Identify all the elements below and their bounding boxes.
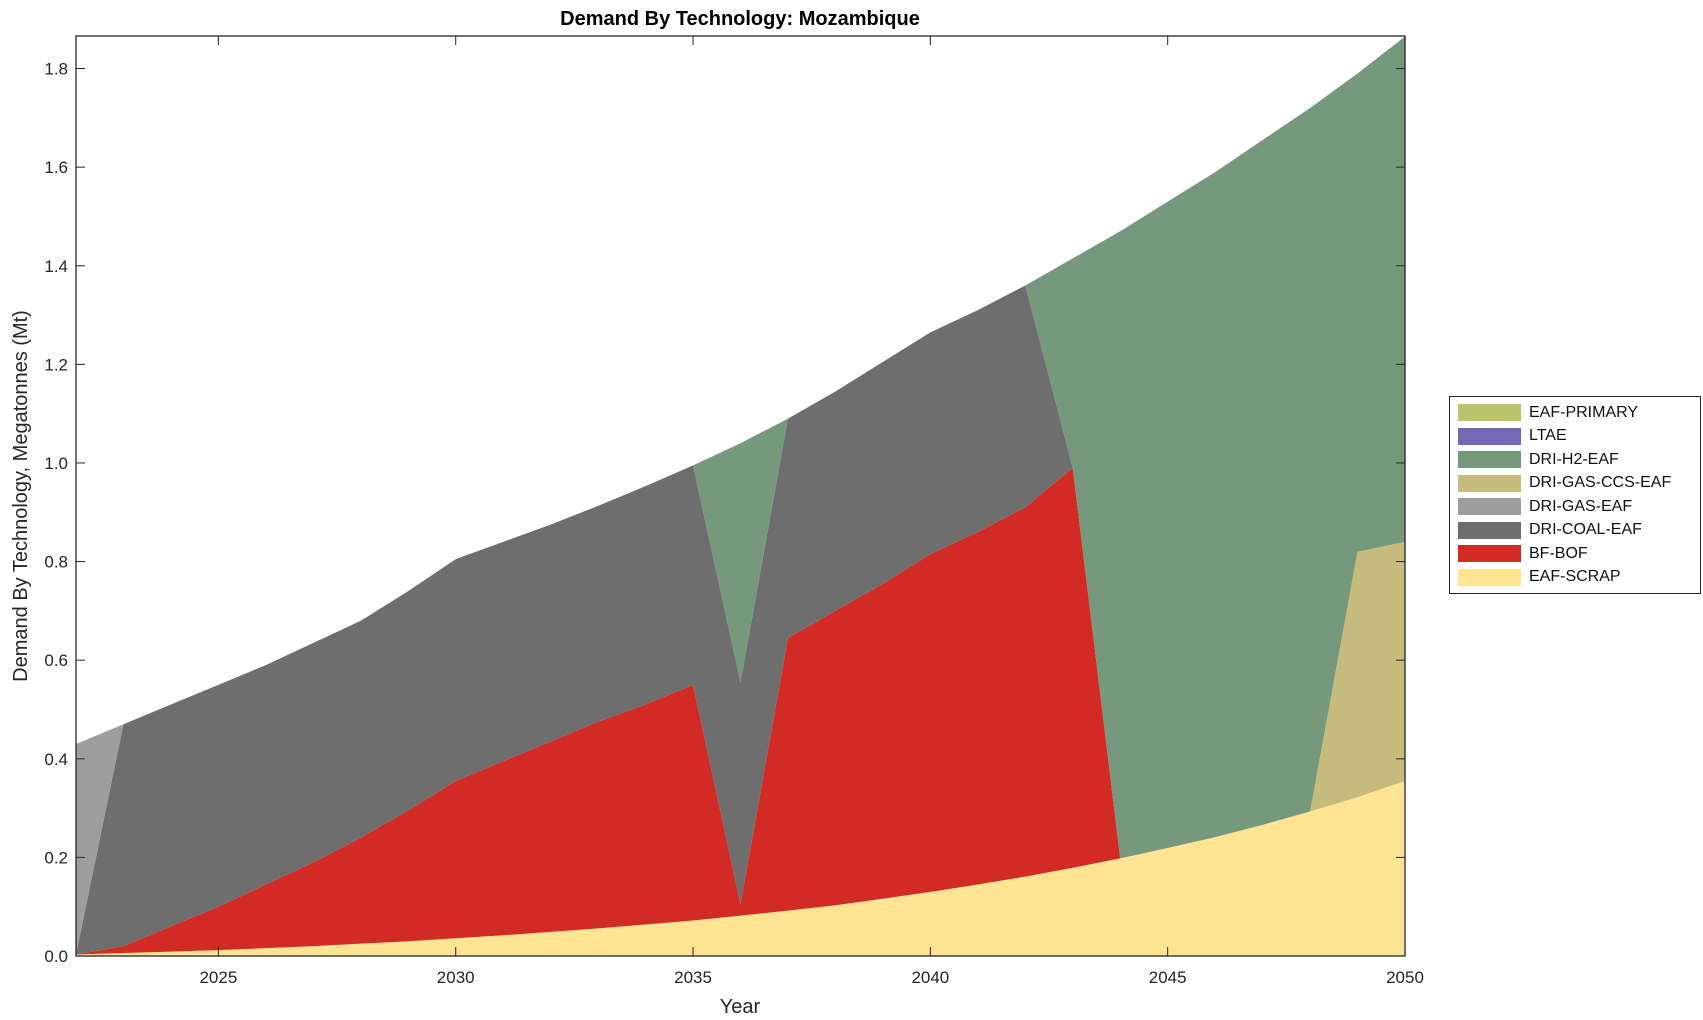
y-tick-label: 1.0 [44,454,68,473]
x-tick-label: 2030 [437,968,475,987]
x-tick-label: 2025 [199,968,237,987]
legend-swatch [1458,474,1521,492]
y-axis-label: Demand By Technology, Megatonnes (Mt) [10,310,32,682]
legend-swatch [1458,521,1521,539]
legend-swatch [1458,568,1521,586]
y-tick-label: 0.2 [44,848,68,867]
y-tick-label: 0.8 [44,553,68,572]
area-layer [76,36,1405,956]
y-tick-label: 1.4 [44,257,68,276]
y-tick-label: 1.6 [44,158,68,177]
x-tick-label: 2035 [674,968,712,987]
y-tick-label: 0.0 [44,947,68,966]
legend-label: LTAE [1529,427,1567,445]
legend-item-ltae: LTAE [1450,425,1700,449]
legend-item-dri-coal-eaf: DRI-COAL-EAF [1450,519,1700,543]
legend-item-dri-h2-eaf: DRI-H2-EAF [1450,448,1700,472]
chart-title: Demand By Technology: Mozambique [560,8,920,30]
legend-label: DRI-H2-EAF [1529,450,1619,468]
legend-label: DRI-GAS-CCS-EAF [1529,474,1672,492]
legend-item-dri-gas-eaf: DRI-GAS-EAF [1450,495,1700,519]
legend-swatch [1458,451,1521,469]
legend: EAF-PRIMARY LTAE DRI-H2-EAF DRI-GAS-CCS-EAF… [1449,396,1701,594]
legend-swatch [1458,427,1521,445]
legend-swatch [1458,404,1521,422]
legend-label: BF-BOF [1529,544,1588,562]
axes: 2025 2030 2035 2040 2045 2050 0.0 0.2 0.4 0.6 0.8 1… [44,35,1424,987]
area-eaf-scrap [76,780,1405,956]
area-bf-bof [76,467,1405,955]
area-dri-h2-eaf [76,36,1405,859]
legend-label: EAF-PRIMARY [1529,403,1639,421]
legend-item-eaf-scrap: EAF-SCRAP [1450,566,1700,590]
legend-label: EAF-SCRAP [1529,568,1621,586]
y-tick-label: 0.6 [44,651,68,670]
y-tick-label: 0.4 [44,750,68,769]
legend-item-dri-gas-ccs-eaf: DRI-GAS-CCS-EAF [1450,472,1700,496]
x-axis-label: Year [720,996,761,1018]
legend-swatch [1458,498,1521,516]
plot-frame [75,35,1406,957]
x-tick-label: 2040 [911,968,949,987]
x-tick-label: 2045 [1149,968,1187,987]
legend-label: DRI-COAL-EAF [1529,521,1642,539]
y-tick-label: 1.8 [44,60,68,79]
legend-item-eaf-primary: EAF-PRIMARY [1450,401,1700,425]
legend-swatch [1458,545,1521,563]
area-dri-coal-eaf [76,285,1405,955]
legend-label: DRI-GAS-EAF [1529,497,1633,515]
y-tick-label: 1.2 [44,355,68,374]
legend-item-bf-bof: BF-BOF [1450,542,1700,566]
x-tick-label: 2050 [1386,968,1424,987]
